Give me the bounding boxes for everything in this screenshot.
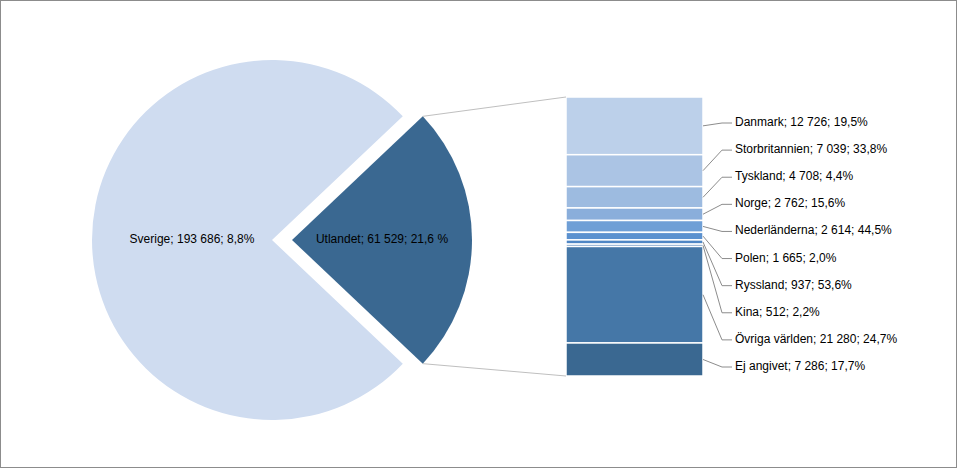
label-change: 8,8%: [227, 232, 255, 246]
bar-segment: [566, 208, 703, 221]
segment-label: Nederländerna; 2 614; 44,5%: [735, 224, 892, 238]
bar-segment: [566, 155, 703, 187]
segment-label: Polen; 1 665; 2,0%: [735, 251, 837, 265]
label-name: Sverige: [130, 232, 171, 246]
label-separator: ;: [827, 115, 834, 129]
label-separator: ;: [170, 232, 177, 246]
label-value: 2 614: [821, 224, 851, 238]
bar-segment: [566, 220, 703, 232]
segment-label: Övriga världen; 21 280; 24,7%: [735, 332, 897, 346]
frame: [1, 1, 957, 468]
label-separator: ;: [814, 224, 821, 238]
leader-line: [703, 226, 732, 231]
leader-line: [703, 177, 732, 197]
label-value: 61 529: [367, 232, 404, 246]
segment-label: Tyskland; 4 708; 4,4%: [735, 169, 853, 183]
label-separator: ;: [784, 278, 791, 292]
label-separator: ;: [782, 169, 789, 183]
label-change: 15,6%: [811, 197, 845, 211]
bar-segment: [566, 97, 703, 155]
label-separator: ;: [361, 232, 368, 246]
leader-line: [703, 236, 732, 258]
leader-line: [703, 123, 732, 126]
label-separator: ;: [811, 278, 818, 292]
leader-line: [703, 242, 732, 286]
label-value: 21 280: [820, 332, 857, 346]
label-separator: ;: [810, 142, 817, 156]
label-change: 21,6 %: [411, 232, 449, 246]
label-value: 7 039: [816, 142, 846, 156]
pie: [92, 60, 472, 420]
label-name: Storbritannien: [735, 142, 810, 156]
label-name: Norge: [735, 197, 768, 211]
label-separator: ;: [784, 115, 791, 129]
label-change: 44,5%: [858, 224, 892, 238]
label-separator: ;: [220, 232, 227, 246]
slice-label: Sverige; 193 686; 8,8%: [130, 232, 255, 246]
label-value: 512: [766, 305, 786, 319]
pie-slice: [92, 60, 403, 420]
label-value: 12 726: [790, 115, 827, 129]
pie-slice: [292, 116, 472, 363]
segment-label: Danmark; 12 726; 19,5%: [735, 115, 868, 129]
label-value: 1 665: [772, 251, 802, 265]
label-separator: ;: [759, 305, 766, 319]
label-change: 2,0%: [809, 251, 837, 265]
label-separator: ;: [856, 332, 863, 346]
label-name: Ej angivet: [735, 359, 788, 373]
chart: Sverige; 193 686; 8,8% Utlandet; 61 529; …: [0, 0, 957, 468]
label-name: Danmark: [735, 115, 785, 129]
label-change: 33,8%: [853, 142, 887, 156]
label-separator: ;: [404, 232, 411, 246]
bar-segment: [566, 343, 703, 376]
label-change: 4,4%: [826, 169, 854, 183]
label-name: Kina: [735, 305, 759, 319]
label-separator: ;: [819, 169, 826, 183]
segment-label: Storbritannien; 7 039; 33,8%: [735, 142, 887, 156]
label-value: 2 762: [774, 197, 804, 211]
connector-line: [423, 97, 566, 116]
leader-line: [703, 359, 732, 367]
leader-line: [703, 245, 732, 312]
segment-label: Kina; 512; 2,2%: [735, 305, 820, 319]
label-separator: ;: [804, 197, 811, 211]
label-value: 937: [791, 278, 811, 292]
label-change: 17,7%: [831, 359, 865, 373]
bar-segment: [566, 246, 703, 342]
label-separator: ;: [802, 251, 809, 265]
leader-line: [703, 295, 732, 340]
label-change: 2,2%: [792, 305, 820, 319]
label-name: Övriga världen: [735, 332, 813, 346]
leader-line: [703, 150, 732, 171]
segment-label: Ryssland; 937; 53,6%: [735, 278, 852, 292]
label-change: 24,7%: [863, 332, 897, 346]
bar-segment: [566, 187, 703, 208]
label-change: 53,6%: [818, 278, 852, 292]
label-separator: ;: [851, 224, 858, 238]
label-name: Ryssland: [735, 278, 784, 292]
label-name: Utlandet: [316, 232, 361, 246]
label-name: Nederländerna: [735, 224, 815, 238]
label-separator: ;: [788, 359, 795, 373]
label-change: 19,5%: [834, 115, 868, 129]
label-value: 4 708: [789, 169, 819, 183]
label-separator: ;: [786, 305, 793, 319]
segment-label: Norge; 2 762; 15,6%: [735, 197, 845, 211]
label-name: Tyskland: [735, 169, 782, 183]
label-separator: ;: [846, 142, 853, 156]
label-separator: ;: [813, 332, 820, 346]
label-value: 7 286: [794, 359, 824, 373]
connector-line: [423, 364, 566, 376]
bar-segment: [566, 232, 703, 240]
slice-label: Utlandet; 61 529; 21,6 %: [316, 232, 448, 246]
label-separator: ;: [824, 359, 831, 373]
label-value: 193 686: [177, 232, 221, 246]
label-name: Polen: [735, 251, 766, 265]
label-separator: ;: [768, 197, 775, 211]
bar-stack: [566, 97, 703, 376]
label-separator: ;: [766, 251, 773, 265]
leader-line: [703, 204, 732, 214]
segment-label: Ej angivet; 7 286; 17,7%: [735, 359, 865, 373]
